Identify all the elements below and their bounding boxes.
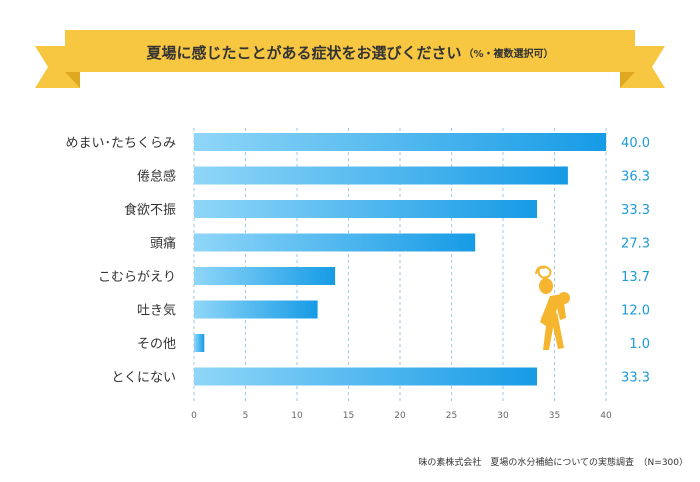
back-leg: [552, 312, 564, 349]
grid-lines: [193, 128, 607, 404]
source-note: 味の素株式会社 夏場の水分補給についての実態調査 （N=300）: [418, 458, 688, 468]
x-tick-label: 20: [394, 411, 406, 421]
value-label: 33.3: [621, 371, 650, 386]
category-label: 倦怠感: [137, 169, 176, 185]
bar: [194, 233, 476, 252]
value-label: 13.7: [621, 270, 650, 285]
x-axis-tick-labels: 0 5 10 15 20 25 30 35 40: [191, 411, 612, 421]
bar: [194, 300, 318, 319]
banner-main: [65, 30, 635, 72]
x-tick-label: 40: [600, 411, 612, 421]
category-label: こむらがえり: [98, 270, 176, 285]
bar: [194, 133, 606, 151]
x-tick-label: 0: [191, 411, 197, 421]
x-tick-label: 5: [243, 411, 249, 421]
value-label: 27.3: [621, 237, 650, 252]
bar: [194, 200, 537, 218]
x-tick-label: 15: [343, 411, 354, 421]
category-label: 頭痛: [150, 236, 176, 252]
fatigued-person-icon: [535, 265, 570, 350]
dizzy-swirl: [535, 265, 552, 279]
value-label: 36.3: [621, 170, 650, 185]
banner-right-fold: [620, 72, 635, 88]
category-label: とくにない: [111, 371, 176, 386]
x-tick-label: 10: [291, 411, 303, 421]
bar: [194, 367, 537, 386]
x-tick-label: 25: [446, 411, 457, 421]
x-tick-label: 35: [549, 411, 560, 421]
category-label: めまい･たちくらみ: [65, 136, 176, 151]
bar: [194, 267, 336, 285]
bar: [194, 334, 205, 352]
value-label: 33.3: [621, 203, 650, 218]
back-shoulder: [558, 292, 570, 304]
title-banner: [35, 30, 665, 88]
title-subtitle: （%・複数選択可）: [463, 48, 554, 60]
category-label: 食欲不振: [124, 202, 176, 218]
x-tick-label: 30: [497, 411, 509, 421]
chart-title: 夏場に感じたことがある症状をお選びください （%・複数選択可）: [75, 33, 625, 71]
banner-left-fold: [65, 72, 80, 88]
value-label: 1.0: [629, 337, 650, 352]
category-label: その他: [137, 337, 176, 352]
arm: [541, 298, 556, 322]
bars: [194, 133, 606, 386]
value-labels: 40.0 36.3 33.3 27.3 13.7 12.0 1.0 33.3: [621, 136, 650, 386]
head: [539, 278, 553, 294]
category-label: 吐き気: [137, 303, 176, 319]
value-label: 12.0: [621, 304, 650, 319]
bar: [194, 166, 568, 185]
title-text: 夏場に感じたことがある症状をお選びください: [146, 43, 462, 62]
value-label: 40.0: [621, 136, 650, 151]
